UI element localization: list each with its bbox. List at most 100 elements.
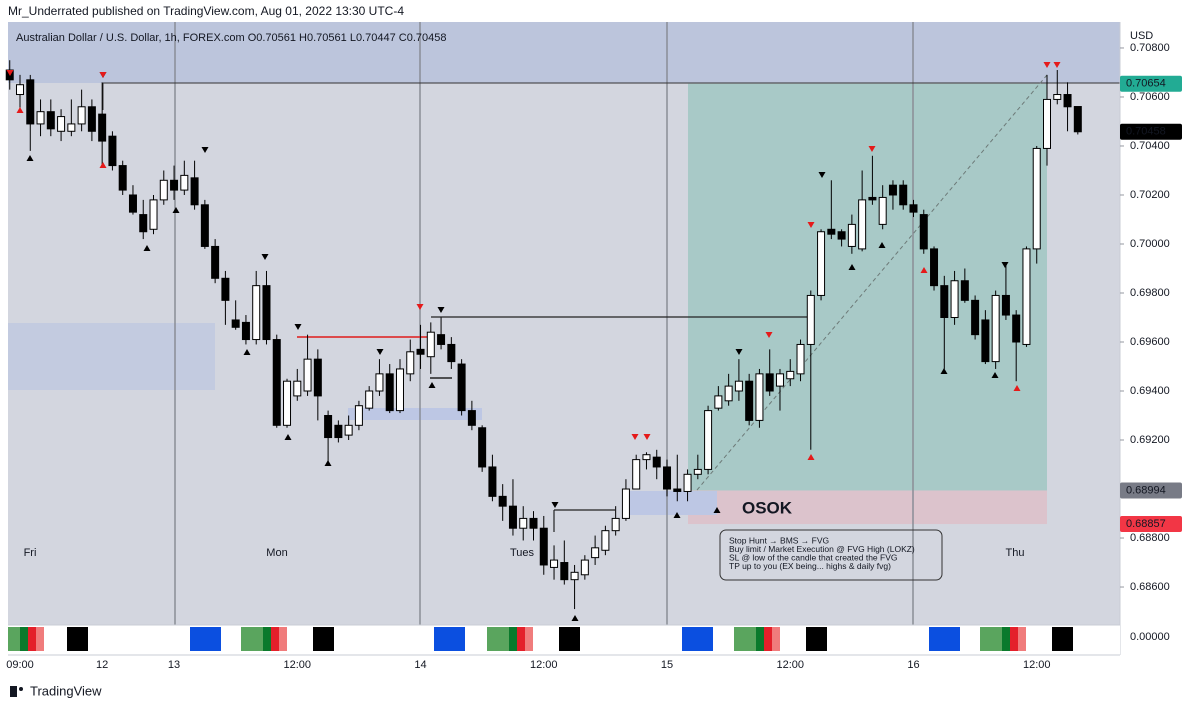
marker xyxy=(416,304,424,310)
fractal-markers xyxy=(6,62,1061,621)
candle-body xyxy=(960,280,969,301)
indicator-block xyxy=(772,627,780,651)
candle-body xyxy=(724,385,733,402)
price-label-box xyxy=(1120,123,1182,140)
indicator-block xyxy=(28,627,36,651)
indicator-block xyxy=(764,627,772,651)
candle-body xyxy=(642,454,651,461)
x-tick-label: 14 xyxy=(414,659,426,671)
indicator-value: 0.00000 xyxy=(1130,631,1170,643)
y-tick-label: 0.69600 xyxy=(1130,336,1170,348)
stop-zone xyxy=(688,490,1047,525)
session-label: Tues xyxy=(510,547,535,559)
indicator-block xyxy=(36,627,44,651)
candle-body xyxy=(765,373,774,392)
x-tick-label: 15 xyxy=(661,659,673,671)
candle-body xyxy=(190,177,199,206)
marker xyxy=(551,502,559,508)
y-tick-label: 0.70400 xyxy=(1130,140,1170,152)
marker xyxy=(940,368,948,374)
candle-body xyxy=(1043,98,1051,149)
candle-body xyxy=(180,174,189,191)
marker xyxy=(172,207,180,213)
indicator-block xyxy=(271,627,279,651)
candle-body xyxy=(36,111,45,125)
candle-body xyxy=(395,368,404,412)
candle-body xyxy=(426,331,435,358)
candle-body xyxy=(601,530,610,551)
candle-body xyxy=(632,459,641,490)
indicator-block xyxy=(1002,627,1010,651)
candle-body xyxy=(241,321,250,341)
currency: USD xyxy=(1130,30,1153,42)
candle-body xyxy=(293,380,302,397)
marker xyxy=(868,146,876,152)
marker xyxy=(284,434,292,440)
candle-body xyxy=(683,473,692,492)
candle-body xyxy=(57,116,66,132)
candle-body xyxy=(87,106,96,132)
indicator-block xyxy=(734,627,756,651)
marker xyxy=(713,507,721,513)
candle-body xyxy=(67,123,76,132)
candle-body xyxy=(149,199,158,230)
candle-body xyxy=(529,517,538,529)
y-tick-label: 0.70000 xyxy=(1130,238,1170,250)
candle-body xyxy=(98,113,107,142)
candle-body xyxy=(591,547,600,559)
candle-body xyxy=(1022,248,1031,345)
candle-body xyxy=(252,285,261,341)
session-label: Fri xyxy=(24,547,37,559)
price-label: 0.68857 xyxy=(1126,518,1166,530)
candle-body xyxy=(447,343,456,363)
candle-body xyxy=(899,184,908,206)
candle-body xyxy=(755,373,764,421)
candle-body xyxy=(108,135,117,167)
indicator-block xyxy=(509,627,517,651)
candle-body xyxy=(837,231,846,240)
marker xyxy=(991,372,999,378)
symbol-legend: Australian Dollar / U.S. Dollar, 1h, FOR… xyxy=(16,32,446,44)
candle-body xyxy=(221,277,230,301)
candle-body xyxy=(652,456,661,468)
candle-body xyxy=(437,334,446,345)
marker xyxy=(818,172,826,178)
indicator-block xyxy=(190,627,221,651)
candle-body xyxy=(621,488,630,519)
candle-body xyxy=(673,488,682,492)
zone xyxy=(8,323,215,390)
y-tick-label: 0.70200 xyxy=(1130,189,1170,201)
fvg-zone xyxy=(625,491,717,515)
candle-body xyxy=(365,390,374,409)
candle-body xyxy=(406,351,415,375)
candle-body xyxy=(354,405,363,426)
candle-body xyxy=(478,427,487,468)
candle-body xyxy=(704,410,713,470)
candle-body xyxy=(159,179,168,201)
brand: TradingView xyxy=(30,683,102,698)
indicator-block xyxy=(525,627,533,651)
candle-body xyxy=(734,380,743,392)
indicator-block xyxy=(241,627,263,651)
y-tick-label: 0.69400 xyxy=(1130,385,1170,397)
x-tick-label: 09:00 xyxy=(6,659,34,671)
marker xyxy=(324,460,332,466)
candle-body xyxy=(663,466,672,490)
candle-body xyxy=(714,395,723,409)
marker xyxy=(571,615,579,621)
y-tick-label: 0.70600 xyxy=(1130,91,1170,103)
marker xyxy=(99,162,107,168)
logo-mark xyxy=(19,687,23,691)
marker xyxy=(294,324,302,330)
annotation-line: Stop Hunt → BMS → FVG xyxy=(729,535,829,545)
candle-body xyxy=(272,339,281,426)
candle-body xyxy=(488,466,497,497)
price-label: 0.68994 xyxy=(1126,484,1166,496)
candle-body xyxy=(888,184,897,196)
candle-body xyxy=(16,84,24,96)
price-label-box xyxy=(1120,75,1182,92)
marker xyxy=(1043,62,1051,68)
candle-body xyxy=(560,562,569,581)
candle-body xyxy=(919,214,928,250)
